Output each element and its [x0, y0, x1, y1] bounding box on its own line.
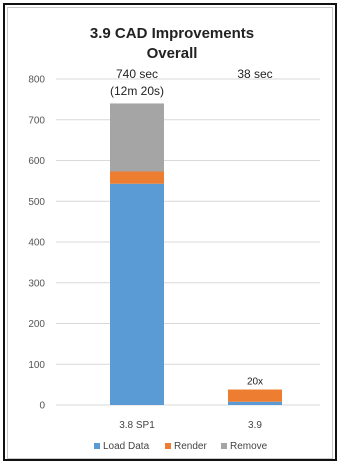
- y-tick-label: 600: [28, 156, 45, 167]
- legend-label: Load Data: [103, 441, 150, 452]
- y-axis-ticks: 0 100 200 300 400 500 600 700 800: [28, 75, 45, 412]
- total-annotation: 740 sec: [116, 67, 158, 81]
- x-category-label: 3.9: [248, 420, 262, 431]
- bar-segment: [110, 171, 164, 184]
- y-tick-label: 700: [28, 115, 45, 126]
- legend-swatch: [94, 443, 100, 449]
- y-tick-label: 500: [28, 197, 45, 208]
- bar-annotation: 20x: [247, 377, 263, 388]
- gridlines: [56, 78, 320, 406]
- legend-swatch: [221, 443, 227, 449]
- annotations: 740 sec (12m 20s) 38 sec 20x: [110, 67, 273, 388]
- bar-segment: [228, 401, 282, 405]
- chart-title-line-2: Overall: [147, 45, 198, 62]
- total-annotation: (12m 20s): [110, 84, 164, 98]
- y-tick-label: 400: [28, 238, 45, 249]
- legend-label: Remove: [230, 441, 268, 452]
- y-tick-label: 300: [28, 278, 45, 289]
- total-annotation: 38 sec: [237, 67, 272, 81]
- outer-frame: [3, 3, 337, 461]
- bar-segment: [110, 103, 164, 172]
- y-tick-label: 800: [28, 75, 45, 86]
- bars: [110, 103, 282, 405]
- y-tick-label: 100: [28, 360, 45, 371]
- y-tick-label: 0: [39, 401, 45, 412]
- legend: Load Data Render Remove: [94, 441, 268, 452]
- bar-segment: [228, 389, 282, 402]
- legend-label: Render: [174, 441, 207, 452]
- legend-swatch: [165, 443, 171, 449]
- chart-title-line-1: 3.9 CAD Improvements: [90, 25, 254, 42]
- x-axis-categories: 3.8 SP1 3.9: [119, 420, 262, 431]
- y-tick-label: 200: [28, 319, 45, 330]
- bar-segment: [110, 183, 164, 405]
- x-category-label: 3.8 SP1: [119, 420, 155, 431]
- chart-border: [7, 7, 333, 459]
